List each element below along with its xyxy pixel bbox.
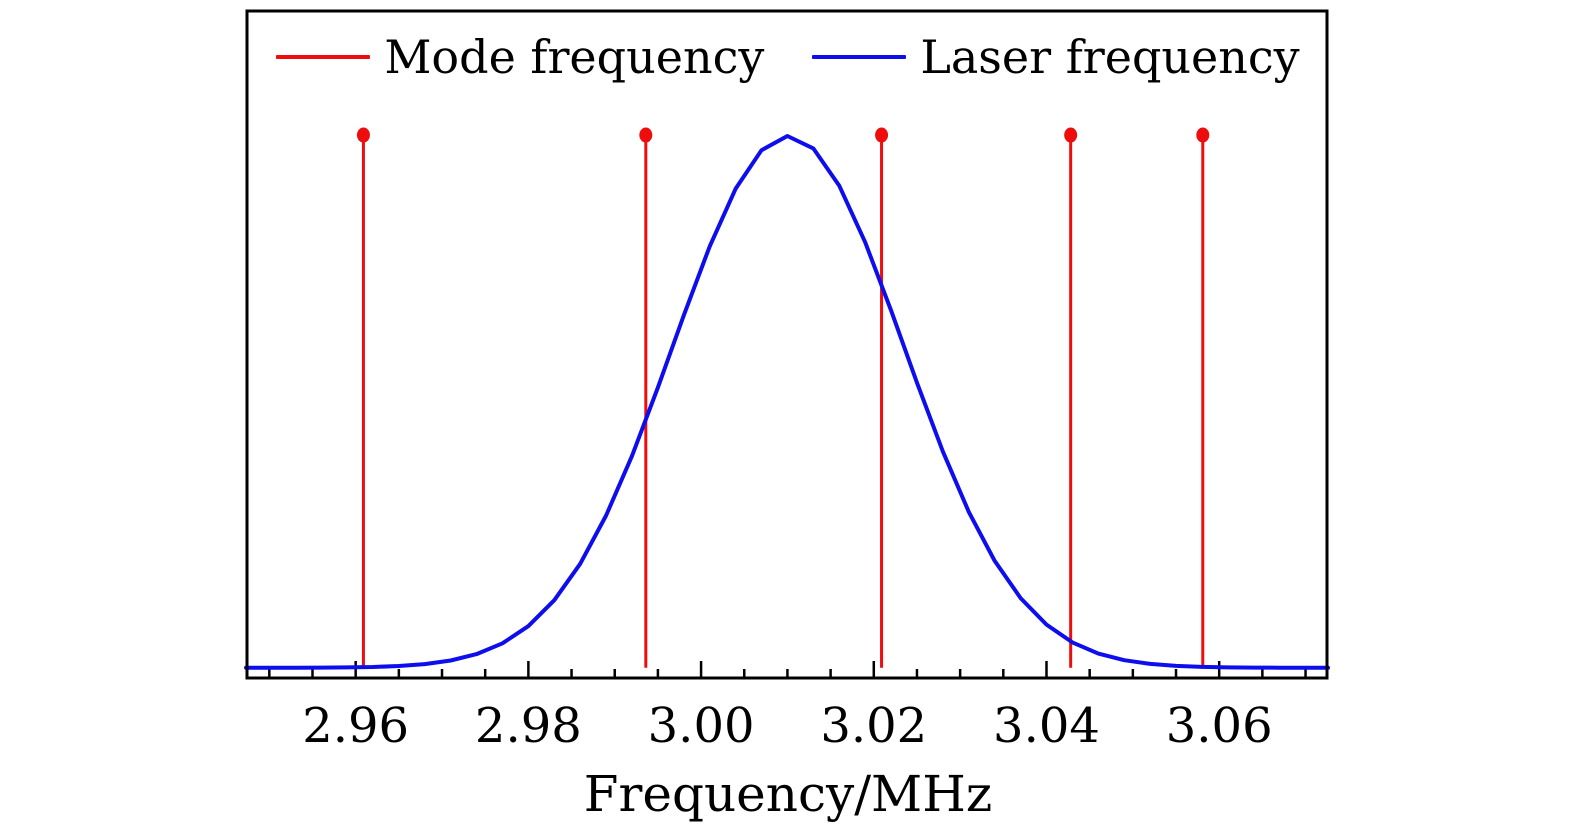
mode-frequency-marker <box>875 127 889 143</box>
x-axis-label: Frequency/MHz <box>583 765 993 823</box>
mode-frequency-marker <box>1196 127 1210 143</box>
x-tick-label: 3.04 <box>993 698 1100 754</box>
legend: Mode frequency Laser frequency <box>248 26 1328 88</box>
x-tick-label: 3.02 <box>820 698 927 754</box>
mode-frequency-marker <box>356 127 370 143</box>
red-line-swatch-icon <box>276 55 371 59</box>
x-tick-label: 3.00 <box>648 698 755 754</box>
x-tick-label: 2.98 <box>475 698 582 754</box>
legend-item-mode-frequency: Mode frequency <box>276 34 764 80</box>
legend-label-laser-frequency: Laser frequency <box>920 30 1300 84</box>
legend-item-laser-frequency: Laser frequency <box>812 30 1300 84</box>
laser-frequency-curve <box>244 134 1330 670</box>
mode-frequency-marker <box>639 127 653 143</box>
legend-label-mode-frequency: Mode frequency <box>384 30 765 84</box>
plot-frame <box>245 9 1329 680</box>
blue-line-swatch-icon <box>812 55 907 59</box>
x-tick-label: 3.06 <box>1166 698 1273 754</box>
x-tick-label: 2.96 <box>302 698 409 754</box>
mode-frequency-marker <box>1064 127 1078 143</box>
